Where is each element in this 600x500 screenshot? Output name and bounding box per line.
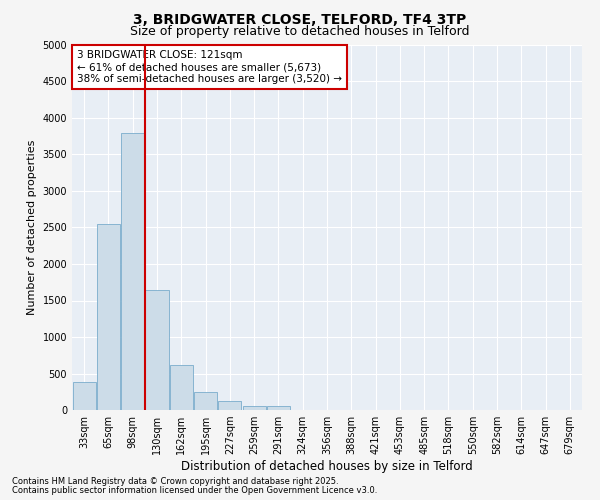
Y-axis label: Number of detached properties: Number of detached properties bbox=[27, 140, 37, 315]
Bar bbox=[170, 364, 193, 410]
Bar bbox=[242, 406, 266, 410]
Bar bbox=[73, 382, 95, 410]
Bar bbox=[194, 392, 217, 410]
Text: 3, BRIDGWATER CLOSE, TELFORD, TF4 3TP: 3, BRIDGWATER CLOSE, TELFORD, TF4 3TP bbox=[133, 12, 467, 26]
Text: 3 BRIDGWATER CLOSE: 121sqm
← 61% of detached houses are smaller (5,673)
38% of s: 3 BRIDGWATER CLOSE: 121sqm ← 61% of deta… bbox=[77, 50, 342, 84]
X-axis label: Distribution of detached houses by size in Telford: Distribution of detached houses by size … bbox=[181, 460, 473, 473]
Bar bbox=[218, 401, 241, 410]
Bar bbox=[97, 224, 120, 410]
Bar bbox=[145, 290, 169, 410]
Bar bbox=[121, 132, 144, 410]
Text: Contains HM Land Registry data © Crown copyright and database right 2025.: Contains HM Land Registry data © Crown c… bbox=[12, 477, 338, 486]
Text: Contains public sector information licensed under the Open Government Licence v3: Contains public sector information licen… bbox=[12, 486, 377, 495]
Text: Size of property relative to detached houses in Telford: Size of property relative to detached ho… bbox=[130, 25, 470, 38]
Bar bbox=[267, 406, 290, 410]
